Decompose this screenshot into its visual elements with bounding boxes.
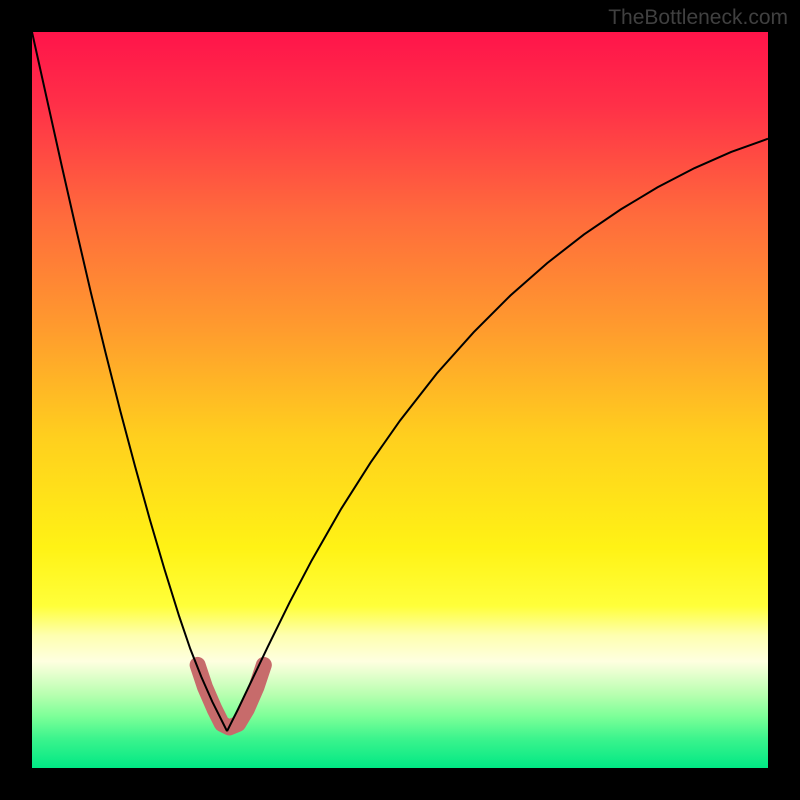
watermark-text: TheBottleneck.com xyxy=(608,6,788,30)
bottleneck-chart xyxy=(32,32,768,768)
chart-background xyxy=(32,32,768,768)
chart-svg xyxy=(32,32,768,768)
